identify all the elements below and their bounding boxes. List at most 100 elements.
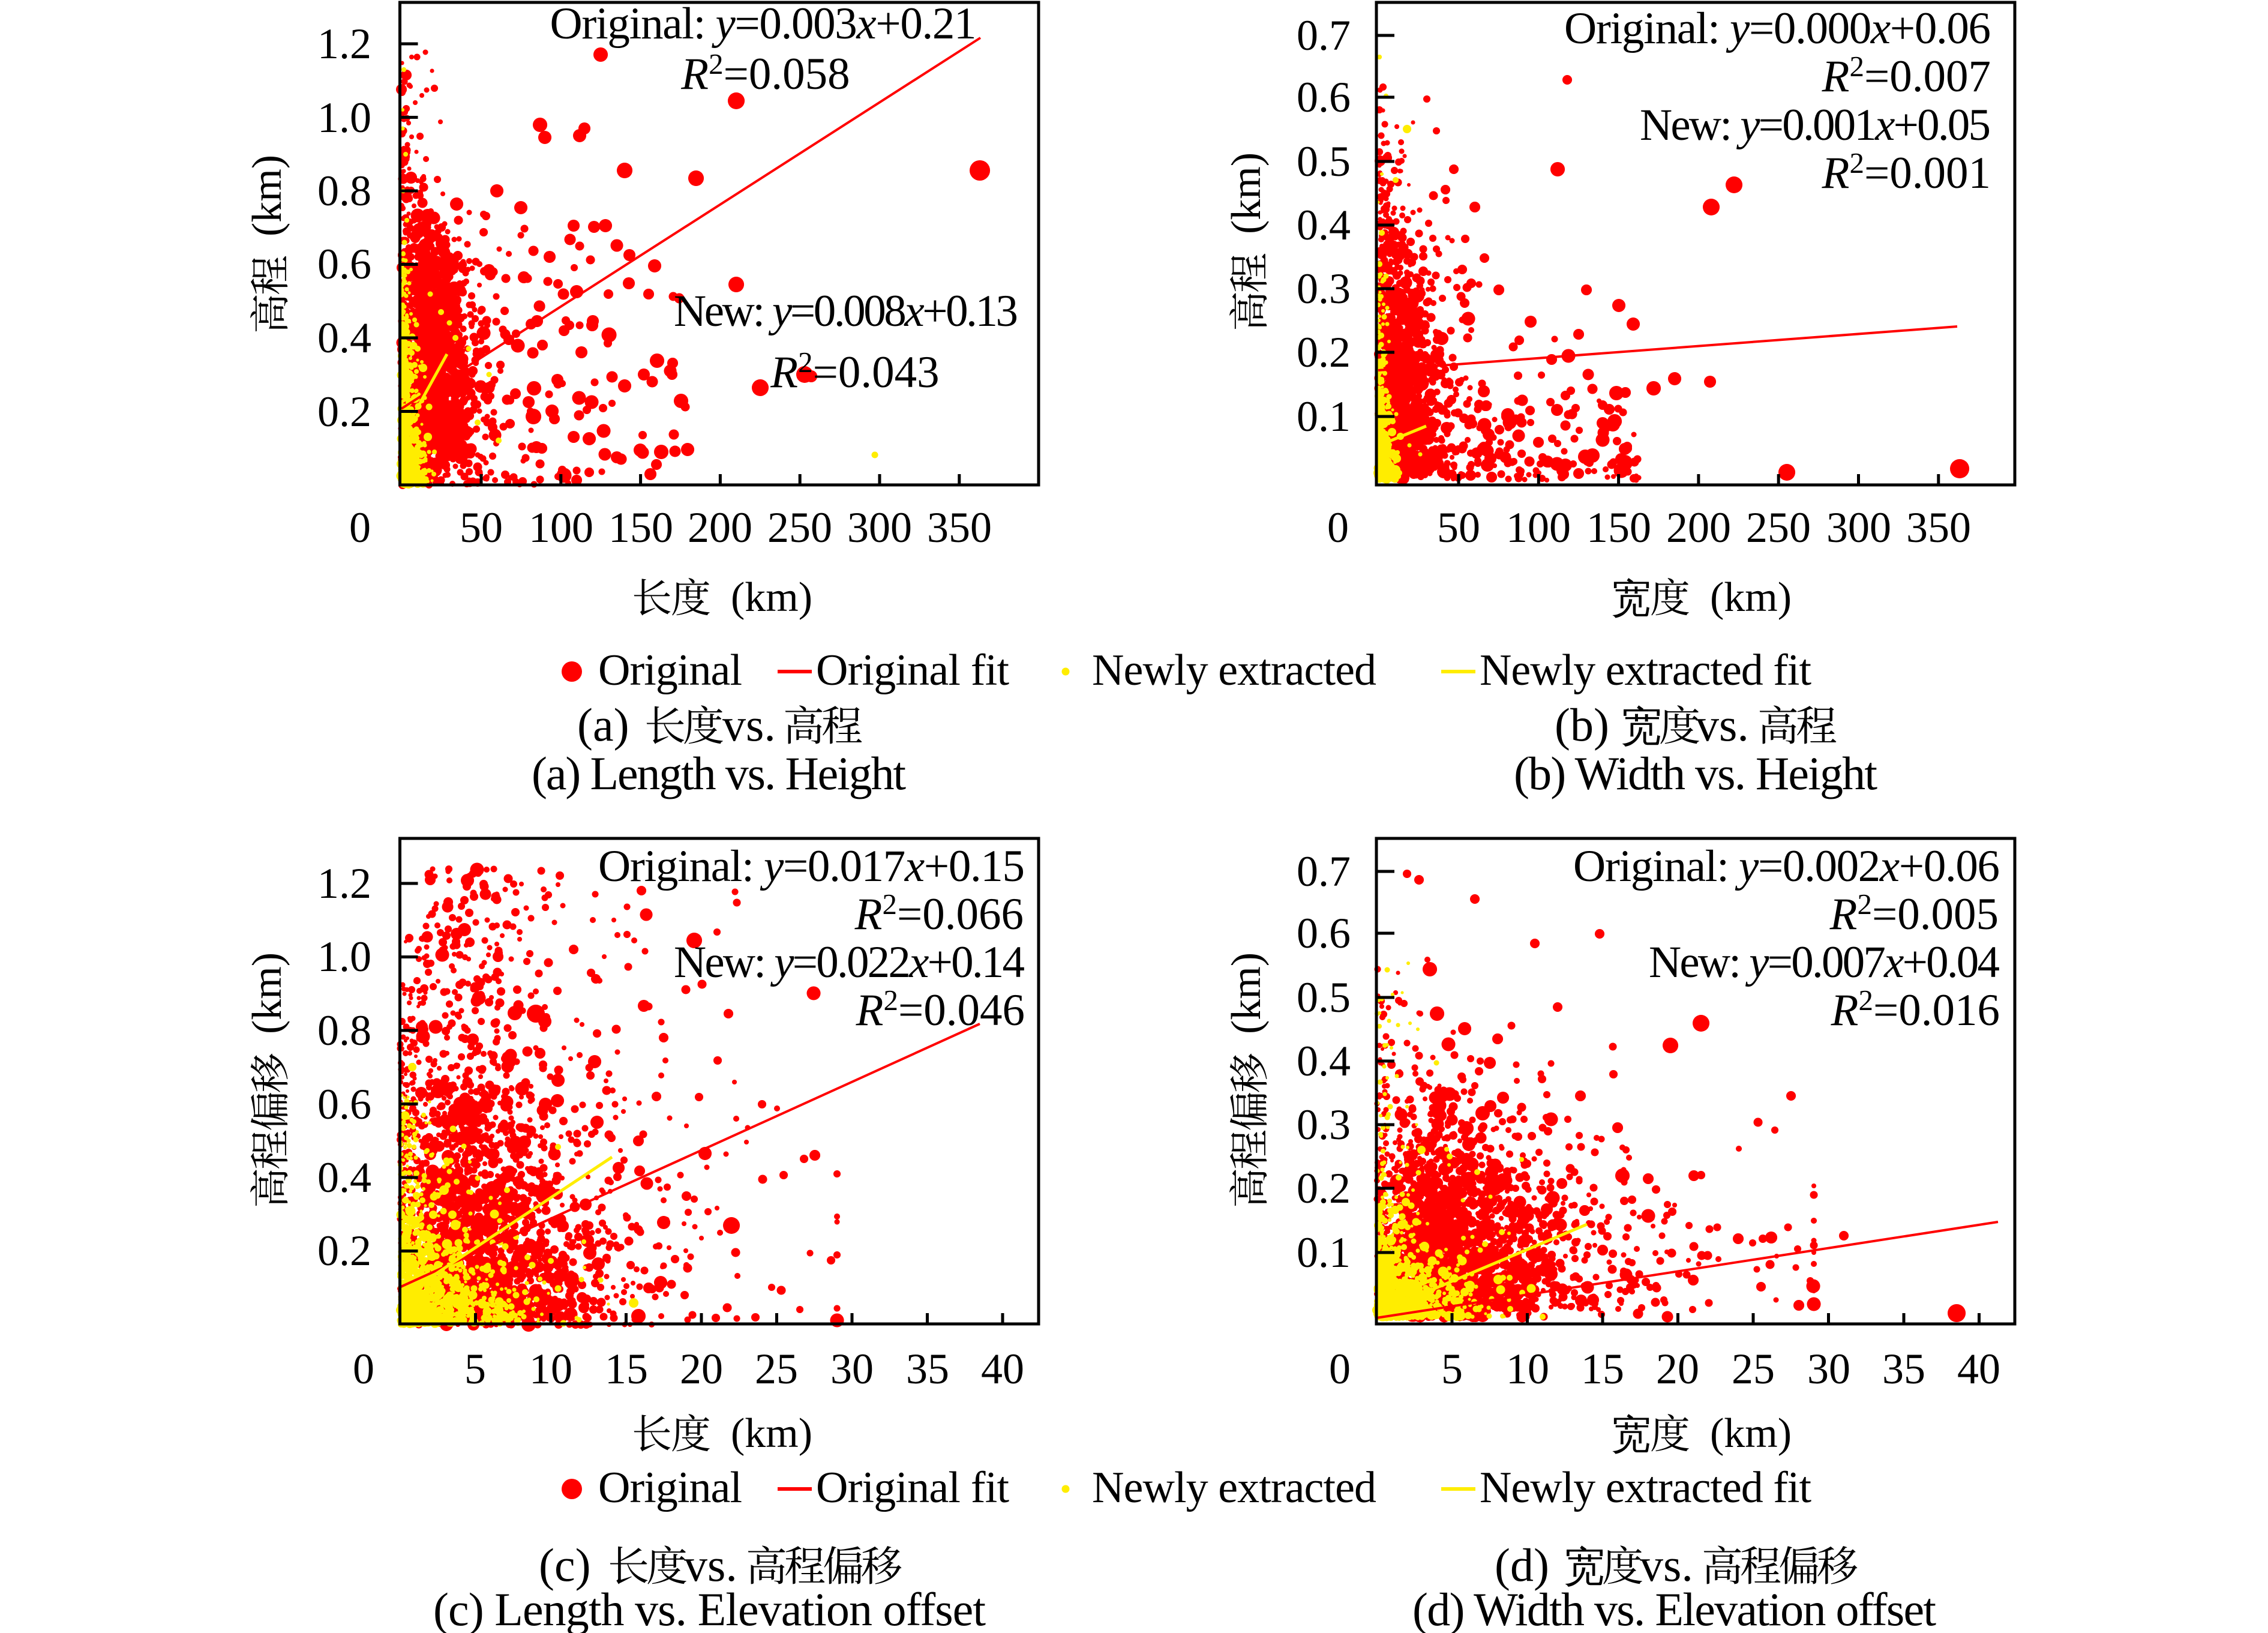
svg-text:200: 200 xyxy=(688,504,752,552)
svg-text:(km): (km) xyxy=(731,1410,812,1457)
svg-text:300: 300 xyxy=(847,504,912,552)
svg-text:Original fit: Original fit xyxy=(816,646,1009,695)
svg-text:0: 0 xyxy=(1327,504,1349,552)
svg-text:R2=0.066: R2=0.066 xyxy=(854,888,1024,939)
svg-text:Original: y=0.017x+0.15: Original: y=0.017x+0.15 xyxy=(598,841,1025,891)
svg-text:25: 25 xyxy=(755,1345,798,1393)
svg-text:(km): (km) xyxy=(1223,152,1270,234)
svg-text:New: y=0.001x+0.05: New: y=0.001x+0.05 xyxy=(1640,100,1991,150)
svg-text:0: 0 xyxy=(1329,1345,1351,1393)
svg-text:(a): (a) xyxy=(577,699,629,751)
svg-text:50: 50 xyxy=(1437,504,1480,552)
svg-text:0: 0 xyxy=(349,504,371,552)
svg-text:(d) Width vs. Elevation offset: (d) Width vs. Elevation offset xyxy=(1412,1583,1936,1633)
svg-text:(b) Width vs. Height: (b) Width vs. Height xyxy=(1514,747,1877,799)
svg-text:1.0: 1.0 xyxy=(317,933,371,981)
svg-text:R2=0.058: R2=0.058 xyxy=(680,47,850,99)
svg-text:(km): (km) xyxy=(1710,1410,1792,1457)
svg-text:35: 35 xyxy=(906,1345,949,1393)
svg-text:0: 0 xyxy=(353,1345,374,1393)
svg-text:0.2: 0.2 xyxy=(317,1227,371,1275)
svg-text:0.4: 0.4 xyxy=(317,314,371,362)
svg-text:0.1: 0.1 xyxy=(1297,1229,1351,1277)
svg-text:10: 10 xyxy=(1506,1345,1549,1393)
svg-text:20: 20 xyxy=(680,1345,723,1393)
svg-text:50: 50 xyxy=(460,504,503,552)
svg-text:100: 100 xyxy=(529,504,593,552)
svg-text:(km): (km) xyxy=(244,952,290,1034)
svg-text:1.0: 1.0 xyxy=(317,94,371,142)
svg-text:0.2: 0.2 xyxy=(1297,1164,1351,1212)
svg-text:0.4: 0.4 xyxy=(317,1153,371,1201)
svg-text:300: 300 xyxy=(1826,504,1891,552)
svg-text:0.4: 0.4 xyxy=(1297,1037,1351,1085)
svg-text:Newly extracted: Newly extracted xyxy=(1092,1463,1376,1512)
svg-text:R2=0.001: R2=0.001 xyxy=(1822,146,1991,198)
svg-text:30: 30 xyxy=(1807,1345,1850,1393)
svg-text:Original: y=0.003x+0.21: Original: y=0.003x+0.21 xyxy=(550,0,977,49)
svg-text:250: 250 xyxy=(1746,504,1811,552)
svg-text:R2=0.005: R2=0.005 xyxy=(1829,888,1999,939)
svg-text:30: 30 xyxy=(830,1345,874,1393)
svg-text:(km): (km) xyxy=(731,574,812,621)
svg-text:0.6: 0.6 xyxy=(317,1080,371,1128)
svg-text:(a) Length vs. Height: (a) Length vs. Height xyxy=(532,747,906,799)
svg-text:0.3: 0.3 xyxy=(1297,1101,1351,1149)
svg-text:R2=0.007: R2=0.007 xyxy=(1822,50,1991,101)
svg-text:Newly extracted: Newly extracted xyxy=(1092,646,1376,695)
svg-text:1.2: 1.2 xyxy=(317,20,371,68)
svg-text:0.8: 0.8 xyxy=(317,1006,371,1054)
svg-text:(b): (b) xyxy=(1555,699,1609,751)
svg-text:Newly extracted fit: Newly extracted fit xyxy=(1480,646,1811,695)
svg-text:0.5: 0.5 xyxy=(1297,137,1351,185)
svg-text:R2=0.016: R2=0.016 xyxy=(1831,984,2000,1035)
svg-text:0.1: 0.1 xyxy=(1297,392,1351,441)
svg-text:25: 25 xyxy=(1732,1345,1775,1393)
svg-text:(km): (km) xyxy=(1710,574,1792,621)
svg-text:40: 40 xyxy=(981,1345,1024,1393)
svg-text:15: 15 xyxy=(1581,1345,1624,1393)
svg-text:0.6: 0.6 xyxy=(1297,909,1351,957)
svg-text:0.5: 0.5 xyxy=(1297,973,1351,1021)
svg-text:Original: y=0.002x+0.06: Original: y=0.002x+0.06 xyxy=(1573,841,2000,891)
svg-text:0.8: 0.8 xyxy=(317,167,371,215)
svg-text:(c): (c) xyxy=(539,1539,591,1591)
svg-text:15: 15 xyxy=(605,1345,648,1393)
svg-text:350: 350 xyxy=(1906,504,1971,552)
svg-text:10: 10 xyxy=(529,1345,572,1393)
svg-text:250: 250 xyxy=(767,504,832,552)
svg-text:Original: y=0.000x+0.06: Original: y=0.000x+0.06 xyxy=(1564,4,1991,53)
svg-text:vs.: vs. xyxy=(722,699,776,751)
svg-text:R2=0.043: R2=0.043 xyxy=(770,346,939,397)
svg-text:0.6: 0.6 xyxy=(317,240,371,288)
svg-text:1.2: 1.2 xyxy=(317,859,371,907)
svg-text:R2=0.046: R2=0.046 xyxy=(856,984,1025,1035)
svg-text:New: y=0.022x+0.14: New: y=0.022x+0.14 xyxy=(674,937,1025,987)
svg-text:0.4: 0.4 xyxy=(1297,201,1351,249)
svg-text:0.2: 0.2 xyxy=(317,388,371,436)
svg-text:(km): (km) xyxy=(1223,952,1270,1034)
svg-text:0.6: 0.6 xyxy=(1297,73,1351,121)
svg-text:350: 350 xyxy=(927,504,992,552)
svg-text:20: 20 xyxy=(1656,1345,1699,1393)
svg-text:200: 200 xyxy=(1666,504,1731,552)
svg-text:0.3: 0.3 xyxy=(1297,265,1351,313)
svg-text:vs.: vs. xyxy=(1640,1539,1693,1591)
svg-text:(km): (km) xyxy=(244,155,290,236)
svg-text:New: y=0.007x+0.04: New: y=0.007x+0.04 xyxy=(1649,937,2000,987)
svg-text:Original: Original xyxy=(598,1463,742,1512)
svg-text:(d): (d) xyxy=(1495,1539,1549,1591)
svg-text:0.7: 0.7 xyxy=(1297,11,1351,59)
svg-text:0.2: 0.2 xyxy=(1297,328,1351,376)
svg-text:35: 35 xyxy=(1882,1345,1925,1393)
svg-text:vs.: vs. xyxy=(1696,699,1749,751)
svg-text:5: 5 xyxy=(464,1345,486,1393)
svg-text:Original fit: Original fit xyxy=(816,1463,1009,1512)
svg-text:Original: Original xyxy=(598,646,742,695)
svg-text:100: 100 xyxy=(1506,504,1571,552)
svg-text:vs.: vs. xyxy=(684,1539,737,1591)
svg-text:(c) Length vs. Elevation offse: (c) Length vs. Elevation offset xyxy=(433,1583,986,1633)
svg-text:150: 150 xyxy=(1586,504,1651,552)
svg-text:5: 5 xyxy=(1441,1345,1463,1393)
svg-text:150: 150 xyxy=(608,504,673,552)
